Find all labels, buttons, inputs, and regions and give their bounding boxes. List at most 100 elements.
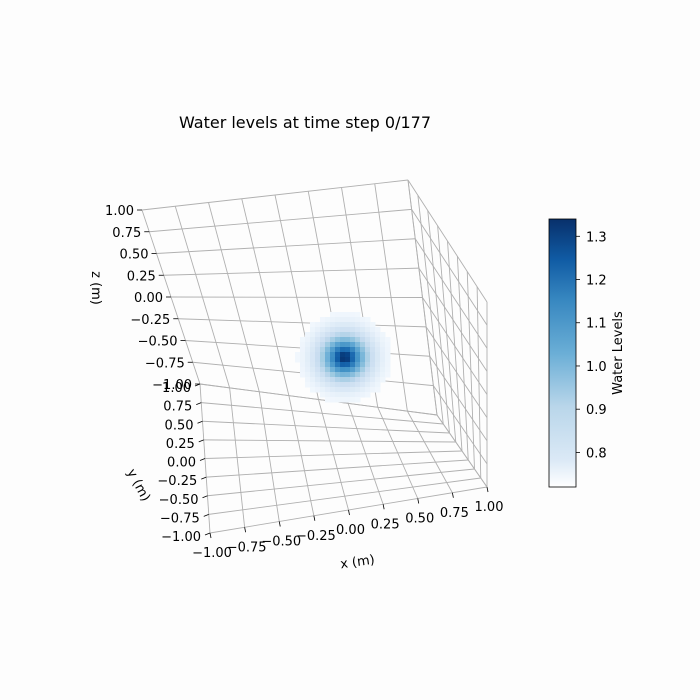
water-cell xyxy=(360,362,366,368)
water-cell xyxy=(340,337,346,343)
water-cell xyxy=(340,332,346,338)
water-cell xyxy=(345,357,351,363)
water-cell xyxy=(385,347,391,353)
water-cell xyxy=(325,342,331,348)
colorbar-ticks: 0.8 0.9 1.0 1.1 1.2 1.3 xyxy=(576,230,607,461)
water-cell xyxy=(365,377,371,383)
water-cell xyxy=(375,362,381,368)
water-cell xyxy=(375,357,381,363)
right-wall-grid-horizontal xyxy=(422,297,488,395)
z-tick-label: 0.75 xyxy=(112,226,141,241)
water-cell xyxy=(350,392,356,398)
water-cell xyxy=(345,347,351,353)
water-cell xyxy=(315,342,321,348)
right-wall-grid-horizontal xyxy=(407,179,488,303)
water-cell xyxy=(310,357,316,363)
water-cell xyxy=(345,352,351,358)
water-cell xyxy=(385,372,391,378)
water-cell xyxy=(300,342,306,348)
water-cell xyxy=(355,337,361,343)
water-cell xyxy=(295,357,301,363)
water-cell xyxy=(330,317,336,323)
water-cell xyxy=(305,332,311,338)
water-cell xyxy=(325,337,331,343)
x-axis-label: x (m) xyxy=(339,553,375,573)
water-cell xyxy=(335,377,341,383)
water-cell xyxy=(360,317,366,323)
water-cell xyxy=(375,352,381,358)
water-cell xyxy=(330,327,336,333)
water-cell xyxy=(335,317,341,323)
water-cell xyxy=(330,382,336,388)
water-cell xyxy=(335,367,341,373)
water-cell xyxy=(350,382,356,388)
water-cell xyxy=(340,387,346,393)
water-cell xyxy=(355,327,361,333)
water-cell xyxy=(345,387,351,393)
water-cell xyxy=(355,322,361,328)
right-wall-grid-horizontal xyxy=(414,238,488,349)
back-wall-grid-vertical xyxy=(374,183,408,412)
floor-grid-x xyxy=(406,410,453,493)
water-cell xyxy=(340,312,346,318)
water-cell xyxy=(370,347,376,353)
z-tick-label: −0.50 xyxy=(138,335,178,350)
water-cell xyxy=(375,382,381,388)
z-tick-label: −0.75 xyxy=(145,356,185,371)
x-tick-label: 1.00 xyxy=(475,500,504,515)
water-cell xyxy=(360,367,366,373)
x-tick-label: 0.25 xyxy=(371,517,400,532)
water-cell xyxy=(360,372,366,378)
water-cell xyxy=(320,392,326,398)
floor-grid-y xyxy=(207,468,475,497)
water-cell xyxy=(300,357,306,363)
x-tick-label: 0.50 xyxy=(405,512,434,527)
water-cell xyxy=(320,322,326,328)
water-cell xyxy=(355,392,361,398)
y-tick-mark xyxy=(198,439,204,443)
x-tick-label: 0.75 xyxy=(440,506,469,521)
water-cell xyxy=(335,357,341,363)
water-cell xyxy=(310,372,316,378)
water-cell xyxy=(340,327,346,333)
water-cell xyxy=(360,332,366,338)
water-cell xyxy=(335,352,341,358)
water-cell xyxy=(355,367,361,373)
water-cell xyxy=(375,372,381,378)
water-cell xyxy=(335,362,341,368)
water-cell xyxy=(335,312,341,318)
water-cell xyxy=(320,362,326,368)
water-cell xyxy=(315,357,321,363)
water-cell xyxy=(330,392,336,398)
water-cell xyxy=(300,352,306,358)
water-cell xyxy=(320,352,326,358)
water-cell xyxy=(340,357,346,363)
water-cell xyxy=(350,357,356,363)
water-cell xyxy=(325,332,331,338)
water-cell xyxy=(360,382,366,388)
water-cell xyxy=(345,382,351,388)
water-cell xyxy=(335,387,341,393)
water-cell xyxy=(345,327,351,333)
water-cell xyxy=(310,377,316,383)
water-cell xyxy=(320,332,326,338)
x-tick-mark xyxy=(417,498,420,504)
water-cell xyxy=(305,367,311,373)
water-cell xyxy=(320,382,326,388)
water-cell xyxy=(315,377,321,383)
axis-ticks: 1.000.750.500.250.00−0.25−0.50−0.75−1.00… xyxy=(105,204,503,561)
water-cell xyxy=(355,317,361,323)
y-tick-label: −0.25 xyxy=(157,474,197,489)
water-cell xyxy=(380,367,386,373)
right-wall-grid-vertical xyxy=(456,256,469,461)
water-cell xyxy=(340,382,346,388)
water-cell xyxy=(315,352,321,358)
colorbar-gradient xyxy=(548,218,577,488)
y-tick-mark xyxy=(199,458,206,461)
water-cell xyxy=(310,382,316,388)
water-cell xyxy=(325,397,331,403)
water-cell xyxy=(310,352,316,358)
water-cell xyxy=(305,382,311,388)
water-cell xyxy=(365,327,371,333)
water-cell xyxy=(355,387,361,393)
